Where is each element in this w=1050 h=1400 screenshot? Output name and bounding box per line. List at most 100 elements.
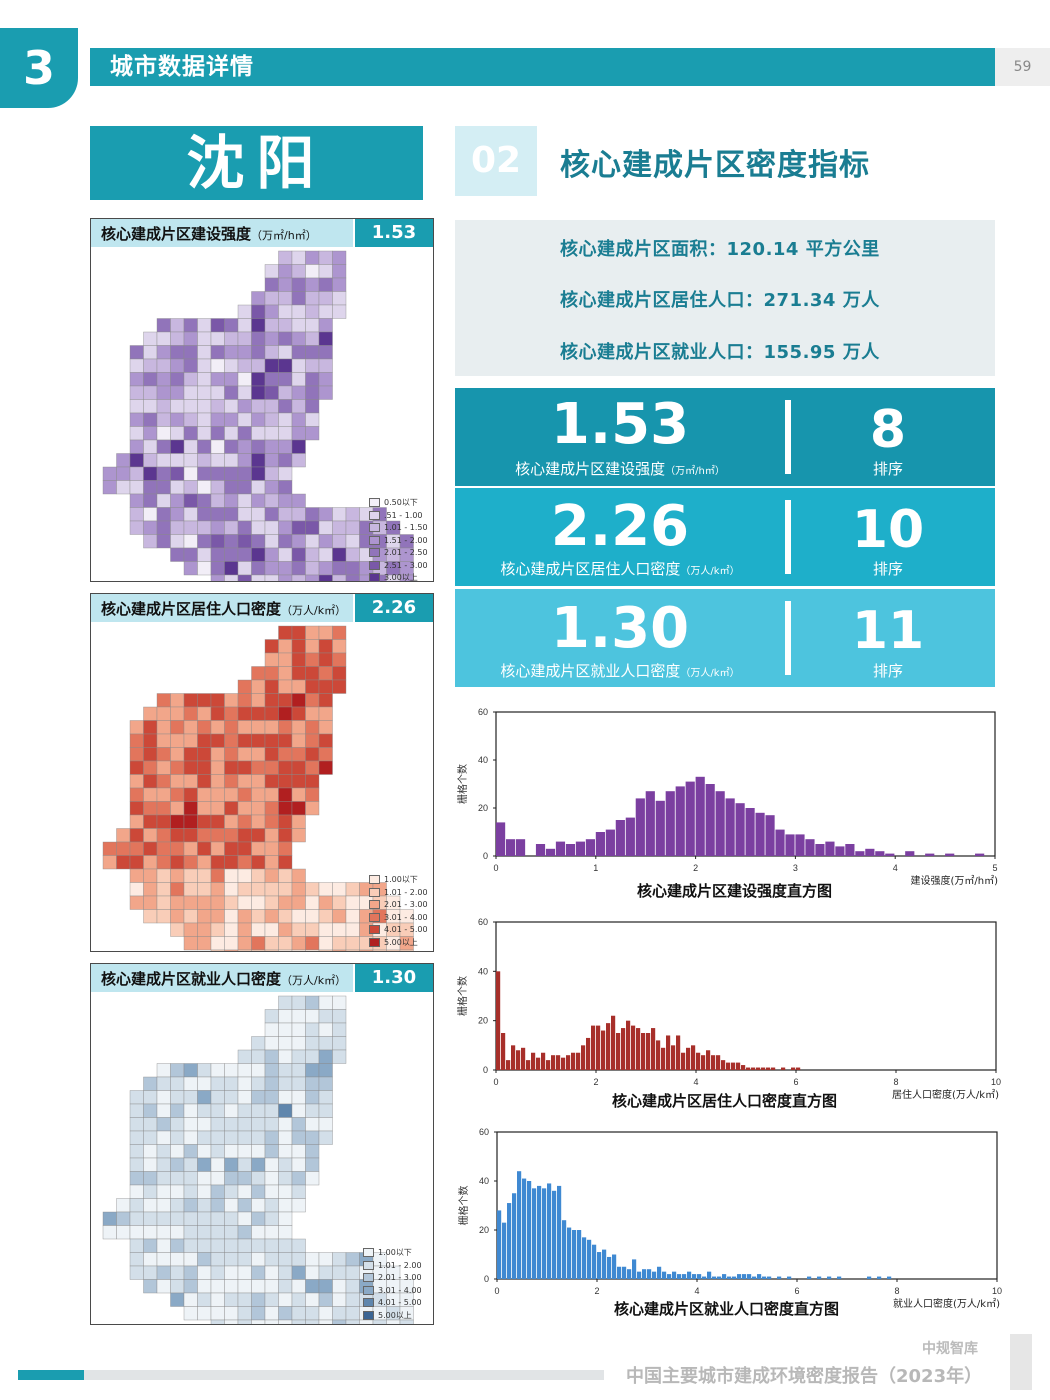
map-cell	[170, 747, 185, 762]
map-cell	[224, 1103, 239, 1118]
map-cell	[291, 318, 306, 333]
map-cell	[278, 1022, 293, 1037]
map-cell	[251, 547, 266, 562]
map-cell	[129, 1252, 144, 1267]
map-cell	[116, 1225, 131, 1240]
map-cell	[251, 1198, 266, 1213]
histogram-bar	[775, 829, 785, 856]
map-cell	[278, 760, 293, 775]
histogram-bar	[505, 839, 516, 856]
map-cell	[278, 774, 293, 789]
map-cell	[197, 1063, 212, 1078]
map-cell	[264, 693, 279, 708]
histogram-bar	[756, 1067, 761, 1070]
map-cell	[291, 666, 306, 681]
map-cell	[237, 1157, 252, 1172]
map-cell	[183, 787, 198, 802]
histogram-bar	[521, 1047, 526, 1070]
map-cell	[156, 1265, 171, 1280]
map-cell	[318, 561, 333, 576]
histogram-bar	[827, 1276, 832, 1279]
legend-label: 2.01 - 3.00	[384, 900, 428, 909]
histogram-bar	[606, 1023, 611, 1070]
map-cell	[102, 480, 117, 495]
map-legend: 0.50以下 .51 - 1.00 1.01 - 1.50 1.51 - 2.00 2.…	[369, 497, 428, 585]
map-cell	[237, 507, 252, 522]
histogram-bar	[855, 851, 865, 856]
map-cell	[197, 426, 212, 441]
map-cell	[264, 814, 279, 829]
map-cell	[291, 1184, 306, 1199]
map-cell	[183, 412, 198, 427]
map-cell	[318, 264, 333, 279]
map-cell	[183, 720, 198, 735]
histogram-bar	[736, 1062, 741, 1070]
map-cell	[305, 625, 320, 640]
map-cell	[291, 372, 306, 387]
map-cell	[210, 868, 225, 883]
map-cell	[332, 1022, 347, 1037]
histogram-bar	[722, 1274, 727, 1279]
map-cell	[291, 1117, 306, 1132]
map-cell	[332, 1252, 347, 1267]
map-cell	[143, 358, 158, 373]
x-tick-label: 4	[693, 1077, 698, 1087]
map-cell	[305, 412, 320, 427]
map-cell	[224, 855, 239, 870]
map-cell	[318, 1049, 333, 1064]
map-cell	[332, 639, 347, 654]
histogram-bar	[815, 844, 825, 856]
map-cell	[291, 1319, 306, 1324]
map-cell	[291, 1198, 306, 1213]
map-cell	[129, 439, 144, 454]
map-cell	[305, 882, 320, 897]
map-cell	[237, 493, 252, 508]
map-cell	[224, 1211, 239, 1226]
histogram-bar	[781, 1067, 786, 1070]
legend-item: 1.51 - 2.00	[369, 535, 428, 548]
map-cell	[129, 841, 144, 856]
map-cell	[305, 277, 320, 292]
map-cell	[332, 652, 347, 667]
map-cell	[251, 666, 266, 681]
histogram-bar	[752, 1276, 757, 1279]
map-cell	[278, 1036, 293, 1051]
map-cell	[251, 828, 266, 843]
map-cell	[291, 1063, 306, 1078]
map-cell	[170, 399, 185, 414]
map-cell	[129, 868, 144, 883]
map-cell	[318, 1022, 333, 1037]
map-cell	[264, 1184, 279, 1199]
map-cell	[237, 747, 252, 762]
map-cell	[170, 706, 185, 721]
legend-item: 1.00以下	[363, 1247, 422, 1260]
map-cell	[332, 1009, 347, 1024]
indicator-divider	[785, 400, 791, 474]
map-cell	[237, 520, 252, 535]
histogram-bar	[516, 1050, 521, 1070]
map-cell	[372, 949, 387, 951]
map-cell	[278, 1306, 293, 1321]
histogram-bar	[511, 1045, 516, 1070]
map-cell	[143, 706, 158, 721]
map-cell	[264, 574, 279, 581]
map-cell	[129, 345, 144, 360]
map-cell	[170, 693, 185, 708]
map-cell	[291, 345, 306, 360]
map-cell	[251, 507, 266, 522]
map-cell	[332, 1279, 347, 1294]
map-cell	[332, 291, 347, 306]
map-cell	[305, 331, 320, 346]
map-cell	[183, 520, 198, 535]
map-cell	[305, 264, 320, 279]
histogram-title: 核心建成片区就业人口密度直方图	[614, 1300, 840, 1318]
histogram-bar	[565, 844, 576, 856]
map-cell	[197, 1130, 212, 1145]
map-cell	[264, 1076, 279, 1091]
map-cell	[291, 1036, 306, 1051]
map-cell	[156, 439, 171, 454]
map-cell	[116, 453, 131, 468]
map-cell	[278, 1171, 293, 1186]
map-cell	[278, 720, 293, 735]
map-cell	[183, 345, 198, 360]
